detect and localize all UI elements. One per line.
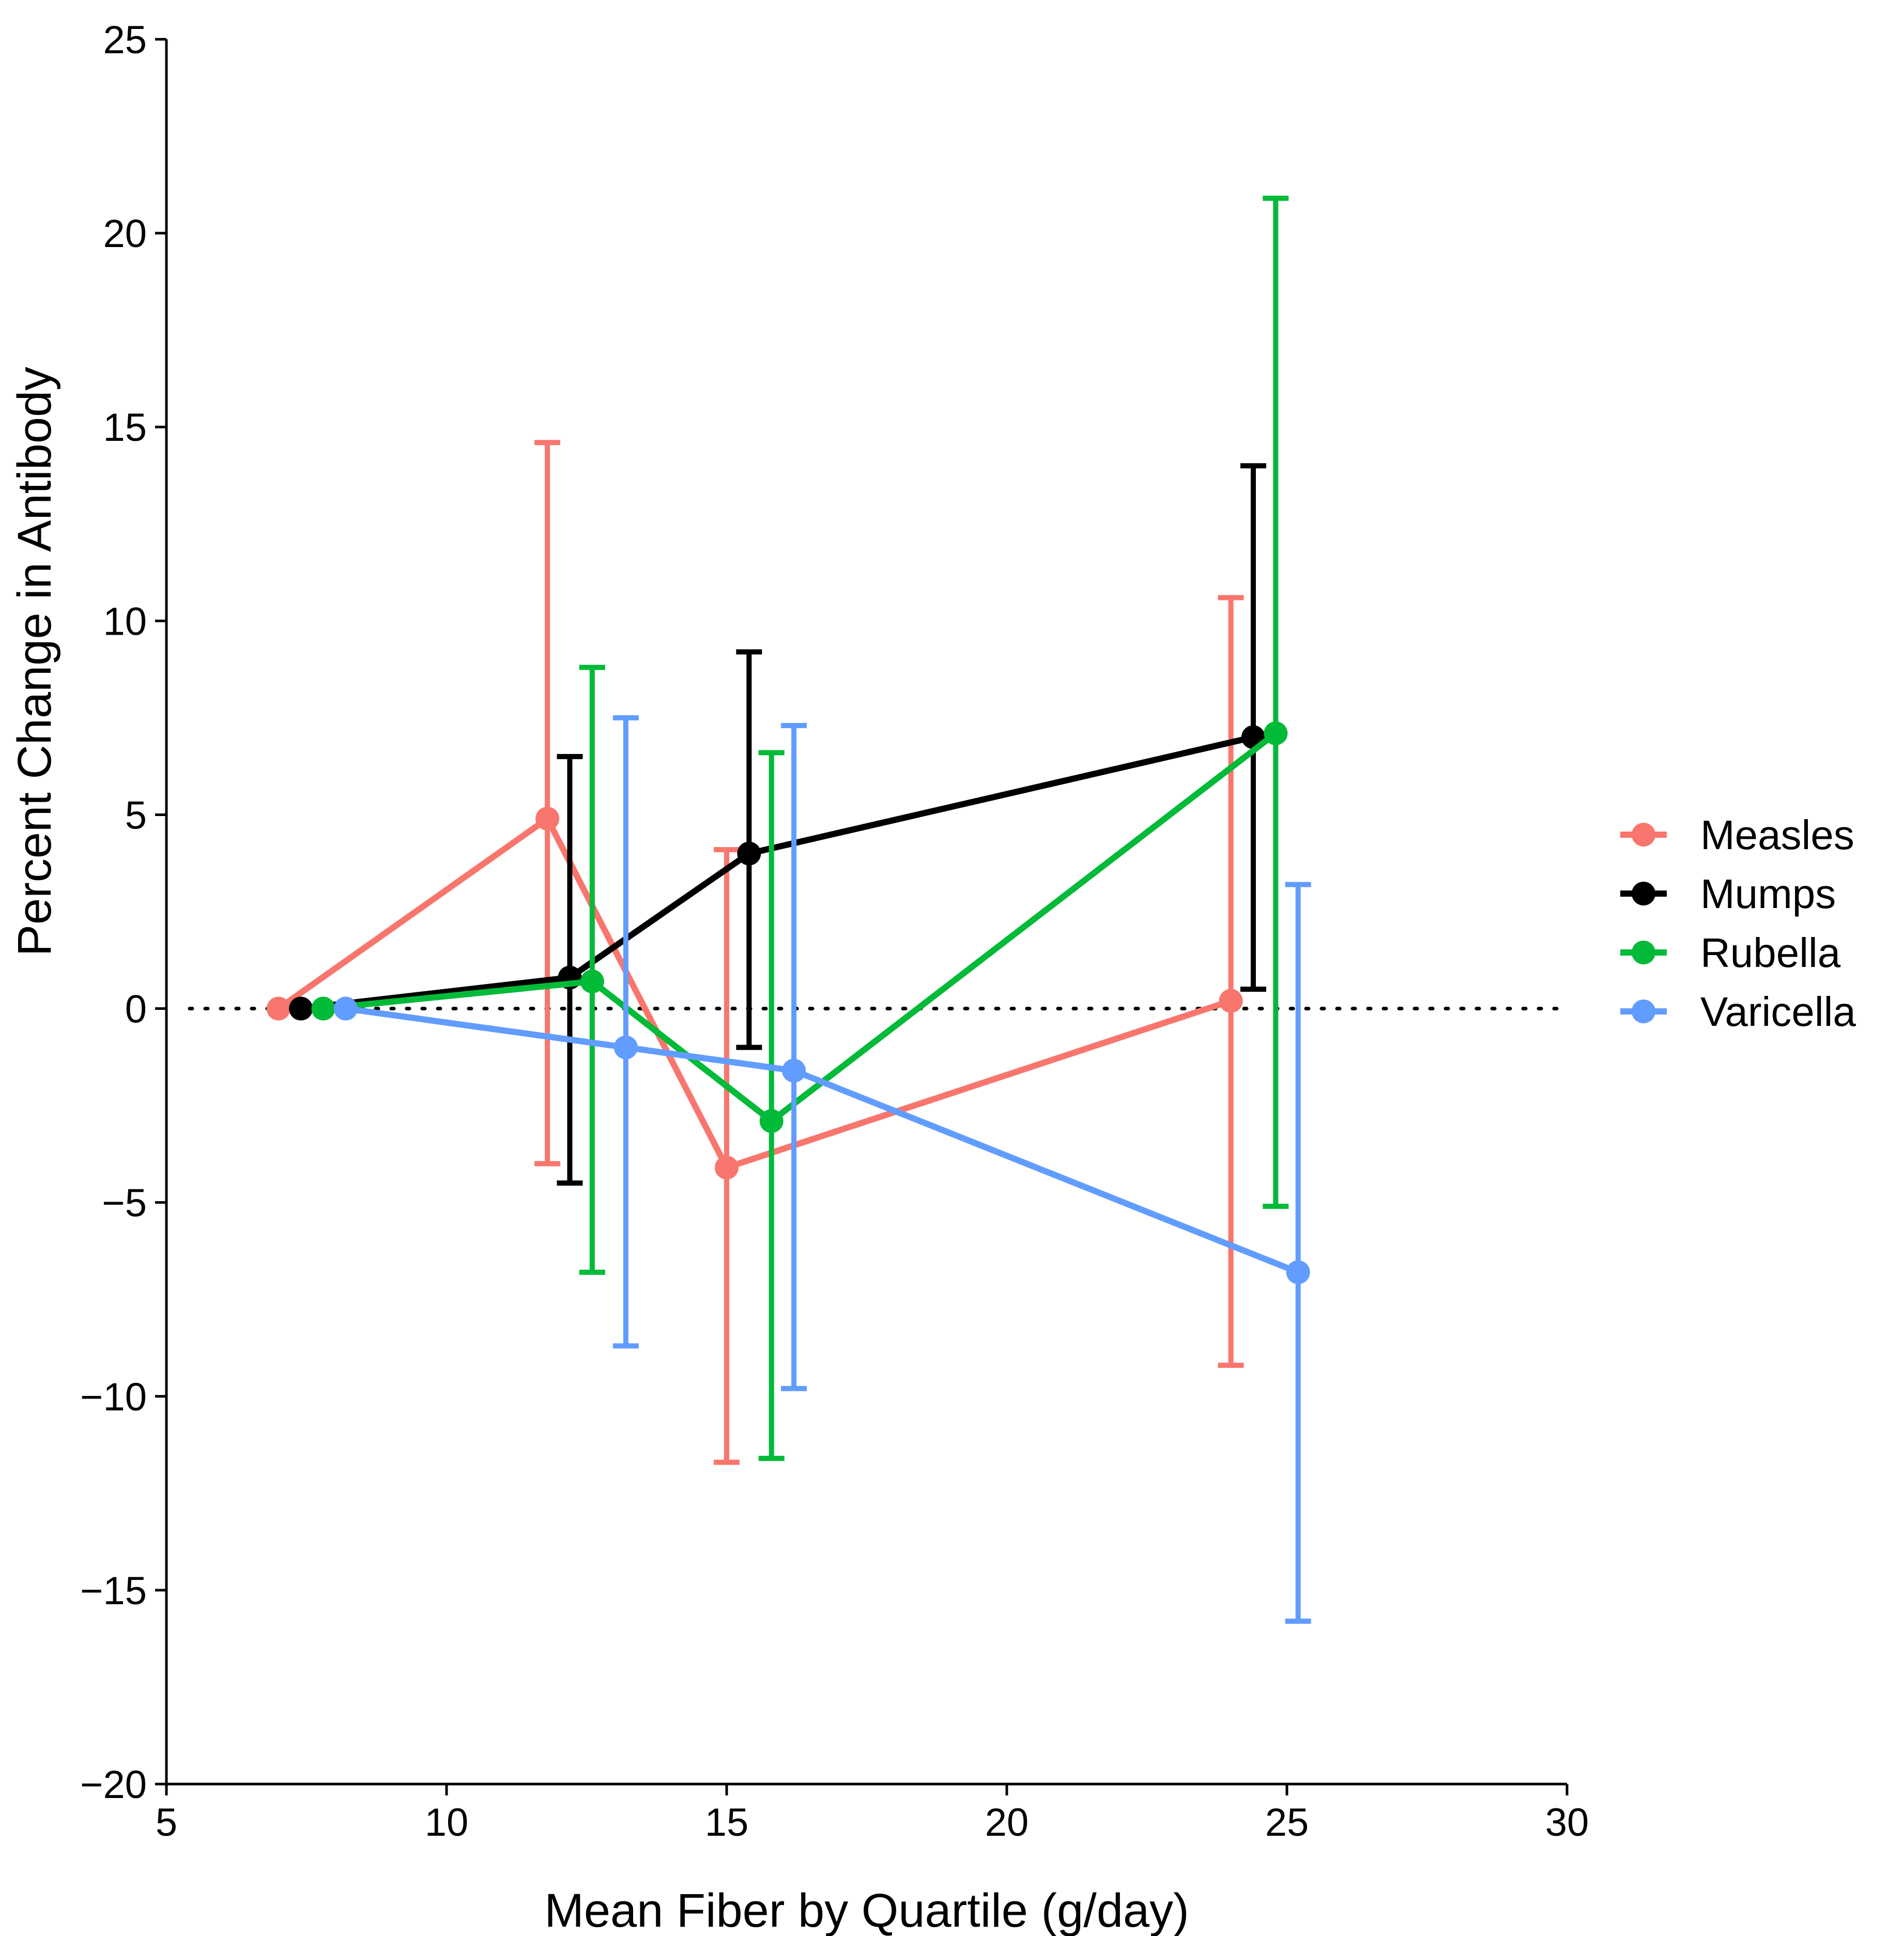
series-line-rubella bbox=[320, 730, 1279, 1125]
legend-label-mumps: Mumps bbox=[1700, 871, 1836, 917]
x-axis-title: Mean Fiber by Quartile (g/day) bbox=[544, 1884, 1189, 1936]
x-axis-ticks: 5 10 15 20 25 30 bbox=[156, 1784, 1589, 1845]
y-tick-label: −10 bbox=[80, 1375, 147, 1419]
series-line-mumps bbox=[298, 734, 1256, 1012]
data-point-rubella bbox=[1264, 721, 1288, 745]
data-point-rubella bbox=[759, 1109, 784, 1133]
legend-label-rubella: Rubella bbox=[1700, 930, 1841, 976]
x-tick-label: 15 bbox=[705, 1801, 749, 1845]
x-tick-label: 30 bbox=[1545, 1801, 1589, 1845]
error-bar-rubella bbox=[758, 750, 785, 1461]
y-tick-label: −5 bbox=[102, 1181, 147, 1225]
x-tick-label: 10 bbox=[425, 1801, 469, 1845]
error-bar-varicella bbox=[612, 715, 639, 1349]
legend-marker-measles bbox=[1632, 823, 1655, 847]
error-bar-measles bbox=[1218, 595, 1244, 1368]
error-bar-varicella bbox=[781, 723, 807, 1391]
y-tick-label: 25 bbox=[103, 18, 147, 62]
plot-area bbox=[188, 195, 1569, 1624]
series-line-varicella bbox=[342, 1005, 1301, 1276]
data-point-varicella bbox=[333, 996, 358, 1021]
data-point-varicella bbox=[1286, 1260, 1310, 1284]
legend-marker-varicella bbox=[1632, 1000, 1655, 1023]
y-axis-ticks: −20 −15 −10 −5 0 5 10 15 20 25 bbox=[80, 18, 166, 1807]
data-point-varicella bbox=[782, 1058, 806, 1083]
x-tick-label: 20 bbox=[985, 1801, 1029, 1845]
y-tick-label: −15 bbox=[80, 1569, 147, 1613]
error-bar-rubella bbox=[1263, 195, 1289, 1209]
data-point-varicella bbox=[613, 1035, 638, 1059]
series-line-measles bbox=[275, 815, 1234, 1171]
legend: Measles Mumps Rubella Varicella bbox=[1620, 812, 1856, 1035]
data-point-rubella bbox=[580, 970, 604, 994]
x-tick-label: 5 bbox=[156, 1801, 177, 1845]
y-tick-label: 0 bbox=[125, 988, 147, 1032]
data-point-rubella bbox=[311, 996, 335, 1021]
y-axis-title: Percent Change in Antibody bbox=[8, 367, 61, 957]
legend-item-measles: Measles bbox=[1620, 812, 1854, 858]
legend-label-varicella: Varicella bbox=[1700, 989, 1856, 1035]
legend-marker-mumps bbox=[1632, 882, 1655, 905]
data-point-mumps bbox=[737, 841, 761, 866]
series-varicella bbox=[333, 715, 1311, 1624]
y-tick-label: −20 bbox=[80, 1763, 147, 1807]
legend-label-measles: Measles bbox=[1700, 812, 1854, 858]
y-tick-label: 15 bbox=[103, 406, 147, 450]
error-bar-measles bbox=[534, 440, 561, 1166]
x-tick-label: 25 bbox=[1265, 1801, 1309, 1845]
legend-marker-rubella bbox=[1632, 941, 1655, 964]
y-tick-label: 10 bbox=[103, 600, 147, 643]
series-measles bbox=[266, 440, 1244, 1465]
legend-item-mumps: Mumps bbox=[1620, 871, 1836, 917]
series-rubella bbox=[311, 195, 1289, 1461]
y-tick-label: 5 bbox=[125, 793, 147, 837]
data-point-measles bbox=[1219, 989, 1243, 1013]
series-mumps bbox=[289, 463, 1266, 1186]
data-point-measles bbox=[535, 806, 560, 831]
legend-item-varicella: Varicella bbox=[1620, 989, 1856, 1035]
data-point-mumps bbox=[289, 996, 313, 1021]
legend-item-rubella: Rubella bbox=[1620, 930, 1841, 976]
y-tick-label: 20 bbox=[103, 212, 147, 256]
data-point-measles bbox=[266, 996, 290, 1021]
error-bar-varicella bbox=[1285, 882, 1311, 1624]
data-point-measles bbox=[715, 1156, 739, 1180]
